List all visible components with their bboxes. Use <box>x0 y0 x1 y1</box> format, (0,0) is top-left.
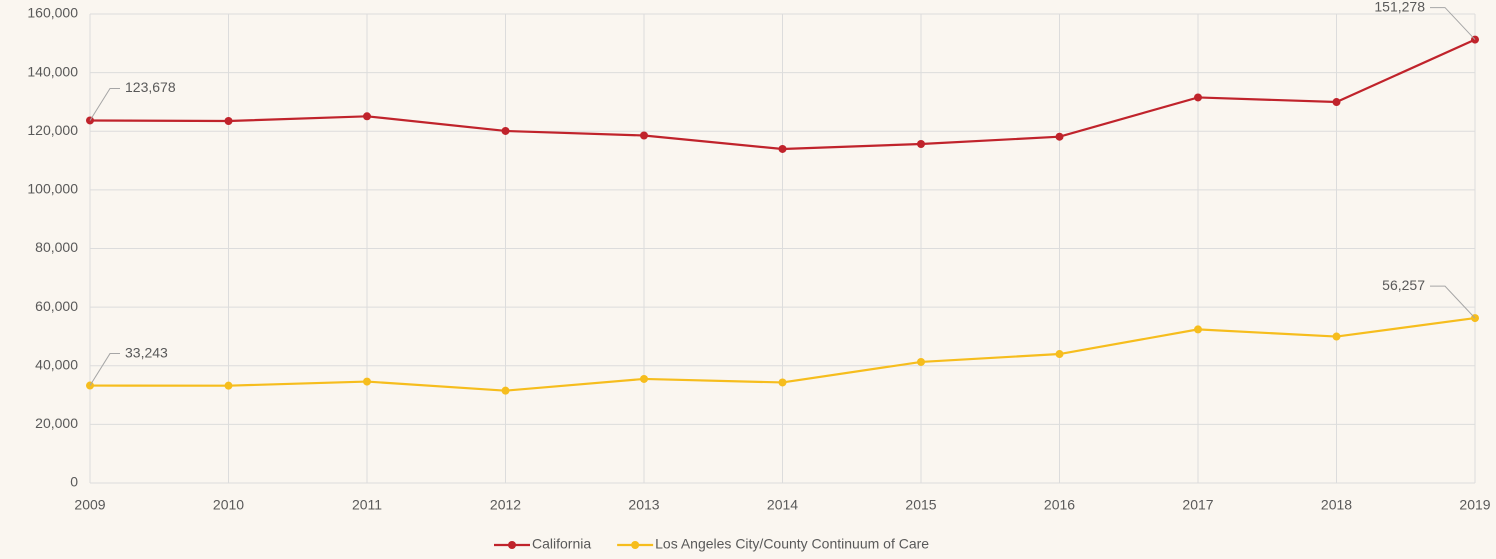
label-leader <box>89 353 120 386</box>
y-tick-label: 140,000 <box>27 63 78 79</box>
y-tick-label: 0 <box>70 474 78 490</box>
x-tick-label: 2018 <box>1321 497 1352 513</box>
label-leader <box>1430 7 1476 40</box>
x-tick-label: 2015 <box>905 497 936 513</box>
data-point <box>778 378 787 387</box>
x-tick-label: 2017 <box>1182 497 1213 513</box>
data-point <box>363 377 371 386</box>
y-tick-label: 120,000 <box>27 122 78 138</box>
data-point <box>1332 332 1341 341</box>
y-tick-label: 40,000 <box>35 356 78 372</box>
label-leader <box>89 87 120 121</box>
x-tick-label: 2009 <box>74 497 105 513</box>
data-point <box>917 140 925 149</box>
label-leader <box>1430 285 1476 319</box>
data-label: 56,257 <box>1382 277 1425 293</box>
data-point <box>224 381 233 390</box>
x-tick-label: 2012 <box>490 497 521 513</box>
data-point <box>1055 350 1064 359</box>
y-tick-label: 80,000 <box>35 239 78 255</box>
data-label: 33,243 <box>125 344 168 360</box>
data-point <box>1055 132 1064 141</box>
y-tick-label: 160,000 <box>27 5 78 21</box>
legend-label: Los Angeles City/County Continuum of Car… <box>655 536 929 552</box>
data-point <box>224 116 233 125</box>
x-tick-label: 2014 <box>767 497 798 513</box>
x-tick-label: 2011 <box>352 497 382 513</box>
y-tick-label: 20,000 <box>35 415 78 431</box>
data-point <box>1194 93 1202 102</box>
x-tick-label: 2013 <box>628 497 659 513</box>
legend-marker <box>631 541 640 549</box>
x-tick-label: 2016 <box>1044 497 1075 513</box>
data-point <box>363 112 371 121</box>
legend-label: California <box>532 536 591 552</box>
x-tick-label: 2019 <box>1459 497 1490 513</box>
x-tick-label: 2010 <box>213 497 244 513</box>
data-point <box>501 126 510 135</box>
y-tick-label: 100,000 <box>27 181 78 197</box>
data-label: 151,278 <box>1374 0 1425 14</box>
legend-marker <box>508 541 516 549</box>
data-point <box>501 386 510 395</box>
data-label: 123,678 <box>125 79 176 95</box>
data-point <box>1194 325 1202 334</box>
data-point <box>640 131 648 140</box>
data-point <box>640 374 648 383</box>
data-point <box>1332 98 1341 107</box>
data-point <box>778 144 787 153</box>
y-tick-label: 60,000 <box>35 298 78 314</box>
data-point <box>917 357 925 366</box>
